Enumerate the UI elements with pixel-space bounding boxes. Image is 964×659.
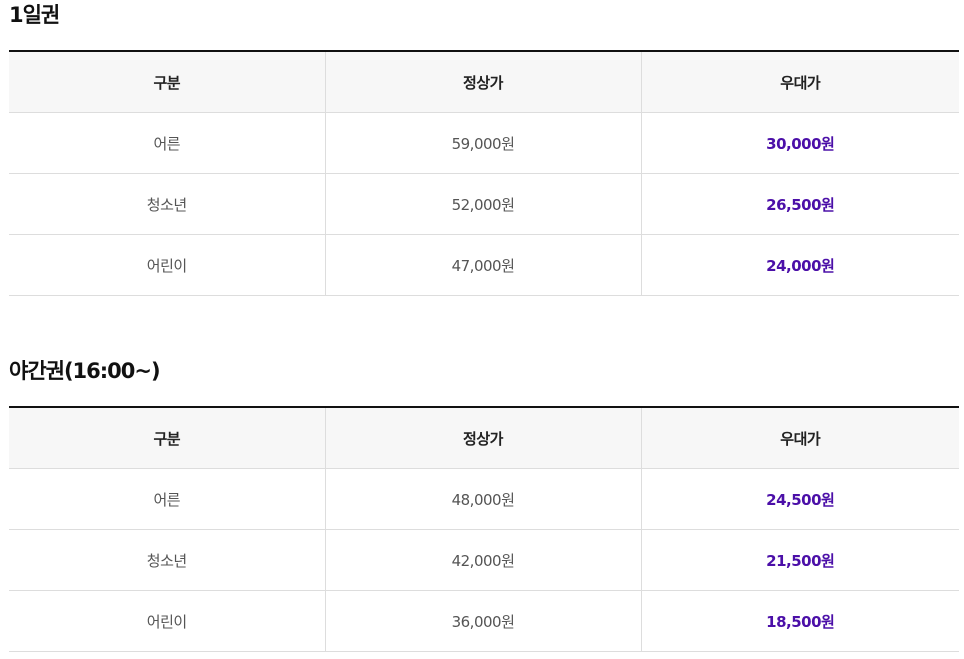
header-discount-price: 우대가: [640, 407, 959, 469]
row-category: 어린이: [9, 590, 325, 652]
row-category: 어른: [9, 468, 325, 530]
header-regular-price: 정상가: [324, 407, 641, 469]
section-title-night-pass: 야간권(16:00~): [9, 359, 161, 383]
row-discount-price: 30,000원: [640, 112, 959, 174]
header-discount-price: 우대가: [640, 51, 959, 113]
row-category: 청소년: [9, 529, 325, 591]
section-title-day-pass: 1일권: [9, 3, 60, 27]
row-regular-price: 47,000원: [324, 234, 641, 296]
row-category: 청소년: [9, 173, 325, 235]
table-row: 어른 48,000원 24,500원: [9, 468, 959, 530]
price-table-night-pass: 구분 정상가 우대가 어른 48,000원 24,500원 청소년 42,000…: [9, 406, 959, 652]
table-row: 청소년 42,000원 21,500원: [9, 529, 959, 591]
table-header-row: 구분 정상가 우대가: [9, 407, 959, 469]
price-table-day-pass: 구분 정상가 우대가 어른 59,000원 30,000원 청소년 52,000…: [9, 50, 959, 296]
row-discount-price: 24,000원: [640, 234, 959, 296]
header-regular-price: 정상가: [324, 51, 641, 113]
row-regular-price: 59,000원: [324, 112, 641, 174]
row-discount-price: 21,500원: [640, 529, 959, 591]
row-discount-price: 18,500원: [640, 590, 959, 652]
header-category: 구분: [9, 407, 325, 469]
table-row: 청소년 52,000원 26,500원: [9, 173, 959, 235]
row-regular-price: 36,000원: [324, 590, 641, 652]
row-discount-price: 24,500원: [640, 468, 959, 530]
table-header-row: 구분 정상가 우대가: [9, 51, 959, 113]
row-regular-price: 42,000원: [324, 529, 641, 591]
table-row: 어린이 36,000원 18,500원: [9, 590, 959, 652]
row-category: 어른: [9, 112, 325, 174]
table-row: 어른 59,000원 30,000원: [9, 112, 959, 174]
row-regular-price: 52,000원: [324, 173, 641, 235]
header-category: 구분: [9, 51, 325, 113]
row-category: 어린이: [9, 234, 325, 296]
row-discount-price: 26,500원: [640, 173, 959, 235]
row-regular-price: 48,000원: [324, 468, 641, 530]
table-row: 어린이 47,000원 24,000원: [9, 234, 959, 296]
